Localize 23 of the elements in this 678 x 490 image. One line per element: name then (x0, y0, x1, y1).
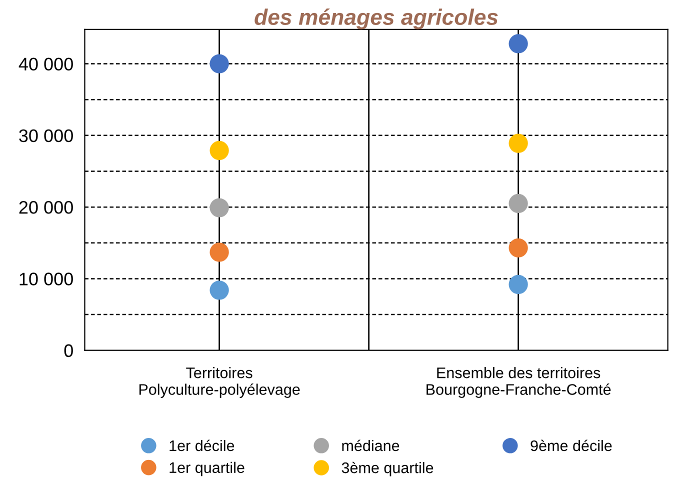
point (210, 54, 229, 74)
point (508, 134, 528, 153)
y-tick-label: 40 000 (18, 58, 73, 71)
legend-label: 1er décile (170, 440, 234, 452)
chart-title: des ménages agricoles (254, 8, 498, 30)
point (508, 274, 528, 294)
point (508, 34, 528, 54)
y-tick-label: 0 (64, 344, 73, 358)
point (210, 280, 229, 300)
point (508, 194, 528, 214)
y-tick-label: 30 000 (19, 129, 73, 142)
point (210, 242, 229, 262)
x-tick-label: Territoires Polyculture-polyélevage (139, 367, 300, 398)
legend-label: 9ème décile (530, 440, 612, 452)
legend-label: 1er quartile (170, 462, 244, 476)
x-tick-label: Ensemble des territoires Bourgogne-Franche-Comté (426, 367, 611, 398)
y-tick-label: 20 000 (19, 201, 73, 214)
point (210, 198, 229, 218)
legend-label: 3ème quartile (342, 462, 434, 476)
point (508, 238, 528, 258)
legend-label: médiane (342, 440, 400, 452)
point (210, 140, 229, 160)
y-tick-label: 10 000 (20, 272, 73, 286)
